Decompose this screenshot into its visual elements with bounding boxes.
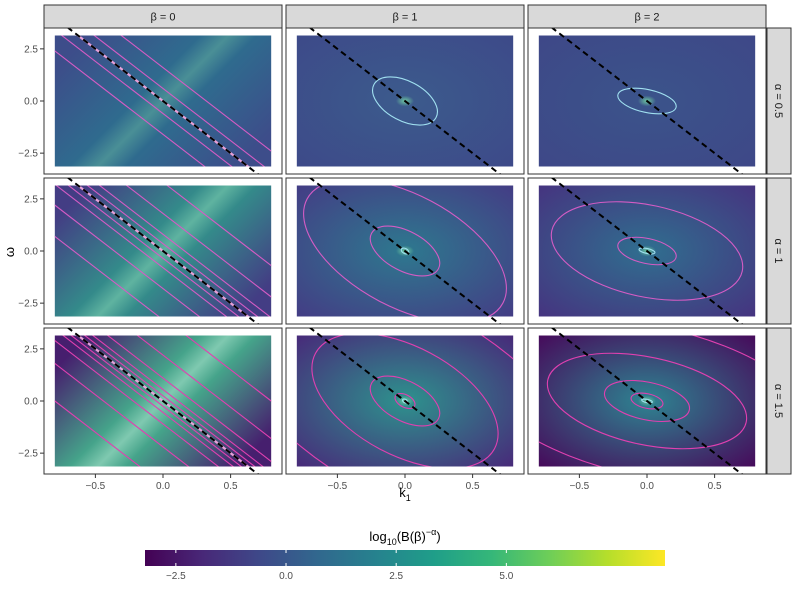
facet-panel xyxy=(285,177,525,325)
facet-strips: β = 0 β = 1 β = 2 α = 0.5 α = 1 α = 1.5 xyxy=(43,4,792,475)
contour-line xyxy=(98,185,271,317)
row-strip-label: α = 0.5 xyxy=(772,84,784,118)
contour-line xyxy=(54,235,160,317)
contour-ellipse xyxy=(372,76,438,126)
column-strip xyxy=(43,4,283,29)
contour-ellipse xyxy=(617,87,677,115)
dashed-reference-line xyxy=(308,178,502,324)
x-tick-label: 0.0 xyxy=(398,481,412,492)
contour-line xyxy=(185,335,272,402)
y-tick-label: −2.5 xyxy=(18,449,38,460)
y-tick-label: 0.0 xyxy=(24,247,38,258)
x-tick-label: 0.0 xyxy=(640,481,654,492)
colorbar-gradient xyxy=(145,550,665,566)
y-tick-label: 0.0 xyxy=(24,397,38,408)
facet-panel xyxy=(285,327,525,475)
x-tick-label: −0.5 xyxy=(86,481,106,492)
contour-ellipse xyxy=(638,247,656,255)
colorbar-tick-label: 0.0 xyxy=(279,571,293,582)
facet-panel xyxy=(43,27,283,175)
contour-ellipse xyxy=(369,225,441,277)
colorbar-tick-label: 5.0 xyxy=(499,571,513,582)
contour-line xyxy=(83,335,256,467)
facet-panel xyxy=(43,177,283,325)
row-strip xyxy=(766,177,792,325)
contour-ellipse xyxy=(311,335,499,467)
colorbar-ticks: −2.5 0.0 2.5 5.0 xyxy=(166,550,514,582)
contour-line xyxy=(54,400,141,467)
contour-ellipse xyxy=(617,236,677,266)
x-tick-label: −0.5 xyxy=(328,481,348,492)
colorbar-tick-label: 2.5 xyxy=(389,571,403,582)
column-strip xyxy=(285,4,525,29)
contour-line xyxy=(86,185,259,317)
contour-ellipse xyxy=(603,380,691,422)
contour-line xyxy=(55,185,228,317)
x-tick-label: 0.5 xyxy=(224,481,238,492)
facet-panel xyxy=(43,327,283,475)
contour-line xyxy=(70,335,243,467)
dashed-reference-line xyxy=(550,178,744,324)
y-tick-label: 2.5 xyxy=(24,194,38,205)
x-tick-label: 0.0 xyxy=(156,481,170,492)
contour-ellipse xyxy=(394,392,416,410)
contour-line xyxy=(106,335,272,463)
contour-ellipse xyxy=(303,185,507,317)
row-strip xyxy=(766,27,792,175)
facet-panel xyxy=(527,177,767,325)
contour-ellipse xyxy=(546,352,748,450)
column-strip-label: β = 0 xyxy=(151,12,176,24)
contour-line xyxy=(54,362,190,467)
row-strip xyxy=(766,327,792,475)
contour-line xyxy=(136,335,272,440)
contour-line xyxy=(54,204,201,317)
facet-panel xyxy=(285,27,525,175)
contour-ellipse xyxy=(630,392,664,410)
x-tick-label: 0.5 xyxy=(466,481,480,492)
contour-line xyxy=(54,339,220,467)
contour-line xyxy=(120,35,272,152)
colorbar-legend: log10(B(β)−α) −2.5 0.0 2.5 5.0 xyxy=(145,527,665,582)
row-strip-label: α = 1 xyxy=(772,238,784,263)
x-axis-title: k1 xyxy=(399,485,411,503)
colorbar-tick-label: −2.5 xyxy=(166,571,186,582)
contour-line xyxy=(125,185,272,298)
facet-panel xyxy=(527,327,767,475)
contour-line xyxy=(60,35,233,167)
dashed-reference-line xyxy=(66,28,260,174)
contour-ellipse xyxy=(550,201,744,301)
contour-ellipse xyxy=(369,375,441,427)
dashed-reference-line xyxy=(308,328,502,474)
colorbar-title: log10(B(β)−α) xyxy=(369,527,440,547)
column-strip xyxy=(527,4,767,29)
contour-line xyxy=(67,185,240,317)
dashed-reference-line xyxy=(66,328,260,474)
contour-line xyxy=(166,185,272,267)
x-tick-label: −0.5 xyxy=(570,481,590,492)
contour-line xyxy=(93,35,266,167)
y-tick-label: 2.5 xyxy=(24,344,38,355)
contour-line xyxy=(92,335,264,467)
y-axis-title: ω xyxy=(2,247,17,257)
row-strip-label: α = 1.5 xyxy=(772,384,784,418)
contour-ellipse xyxy=(641,398,653,404)
column-strip-label: β = 1 xyxy=(393,12,418,24)
y-tick-label: −2.5 xyxy=(18,149,38,160)
contour-line xyxy=(54,50,206,167)
dashed-reference-line xyxy=(550,28,744,174)
dashed-reference-line xyxy=(308,28,502,174)
column-strip-label: β = 2 xyxy=(635,12,660,24)
y-tick-label: 0.0 xyxy=(24,97,38,108)
facet-panels xyxy=(43,27,767,475)
contour-line xyxy=(62,335,234,467)
x-tick-label: 0.5 xyxy=(708,481,722,492)
facet-panel xyxy=(527,27,767,175)
y-tick-label: 2.5 xyxy=(24,44,38,55)
dashed-reference-line xyxy=(550,328,744,474)
axes: 2.5 0.0 −2.5 2.5 0.0 −2.5 2.5 0.0 −2.5 −0.5 0.0 0.5… xyxy=(18,44,722,492)
y-tick-label: −2.5 xyxy=(18,299,38,310)
dashed-reference-line xyxy=(66,178,260,324)
